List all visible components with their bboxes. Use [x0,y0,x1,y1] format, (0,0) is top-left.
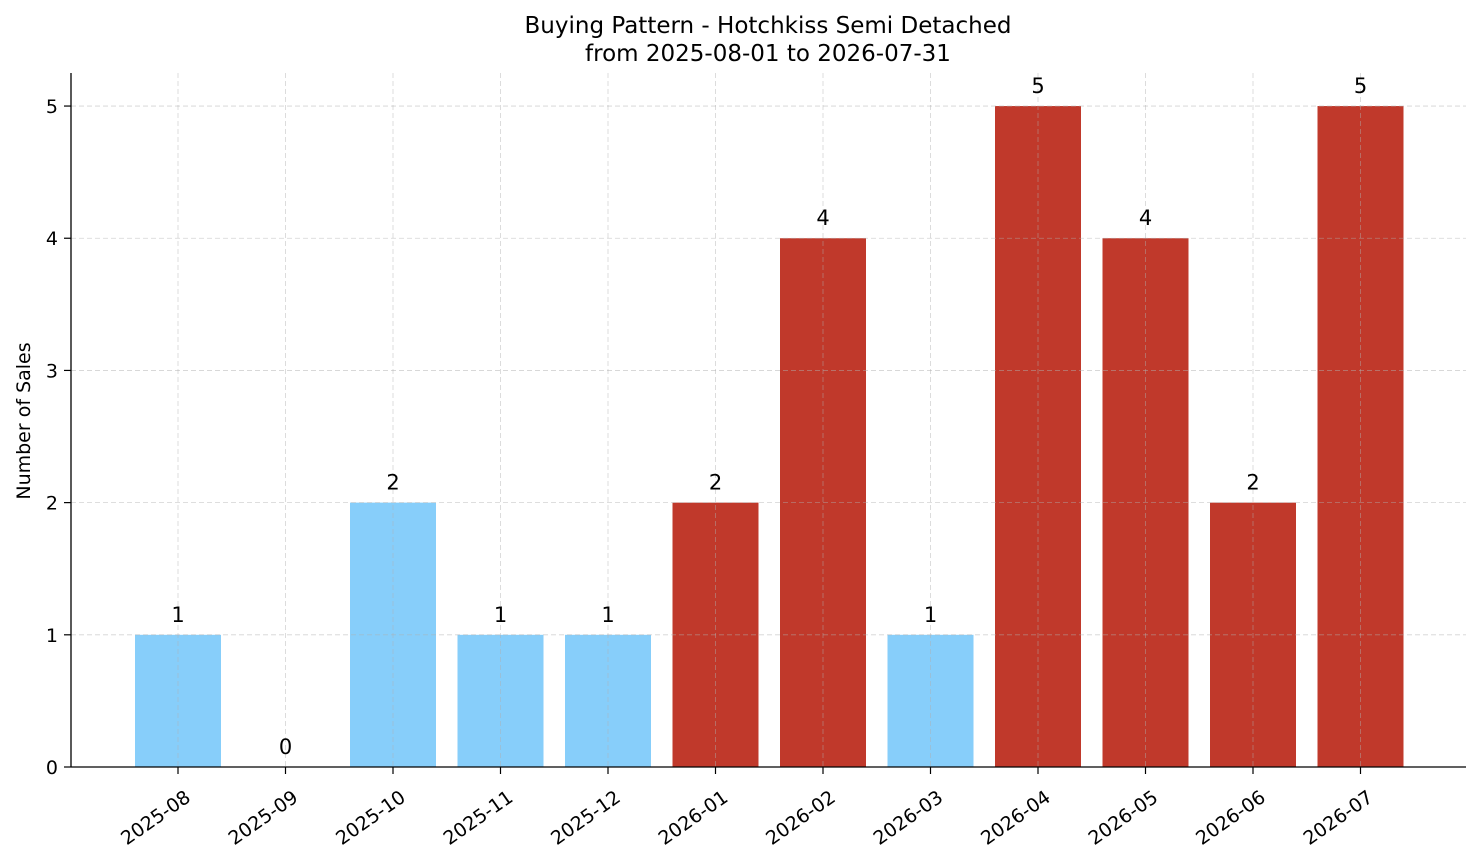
bar-value-label: 2 [1246,471,1259,495]
x-tick-label: 2026-02 [762,786,840,850]
y-tick-label: 2 [46,493,58,515]
x-tick-label: 2025-08 [117,786,195,850]
x-tick-label: 2026-01 [655,786,733,850]
bar-value-label: 4 [816,206,829,230]
x-tick-label: 2026-04 [977,786,1055,850]
bar-value-label: 1 [171,603,184,627]
x-tick-label: 2025-10 [332,786,410,850]
x-tick-label: 2026-03 [870,786,948,850]
y-axis-label: Number of Sales [13,342,35,499]
y-tick-label: 4 [46,228,58,250]
y-tick-label: 3 [46,360,58,382]
chart-subtitle: from 2025-08-01 to 2026-07-31 [585,41,951,67]
bar-value-label: 1 [494,603,507,627]
y-tick-label: 5 [46,96,58,118]
bar-value-label: 5 [1031,74,1044,98]
bar-value-label: 2 [386,471,399,495]
x-tick-label: 2026-05 [1085,786,1163,850]
bar-value-label: 4 [1139,206,1152,230]
y-tick-label: 1 [46,625,58,647]
bar-value-label: 1 [924,603,937,627]
bar-value-label: 2 [709,471,722,495]
chart-title: Buying Pattern - Hotchkiss Semi Detached [525,13,1012,39]
y-tick-label: 0 [46,757,58,779]
x-tick-label: 2025-11 [440,786,518,850]
bar-labels: 1 0 2 1 1 2 4 1 5 4 2 5 [171,74,1367,759]
axes [70,73,1466,768]
bars [135,106,1404,768]
bar-value-label: 1 [601,603,614,627]
x-tick-label: 2025-09 [225,786,303,850]
bar-value-label: 5 [1354,74,1367,98]
bar-value-label: 0 [279,735,292,759]
x-tick-label: 2026-06 [1192,786,1270,850]
x-tick-label: 2026-07 [1300,786,1378,850]
x-tick-label: 2025-12 [547,786,625,850]
